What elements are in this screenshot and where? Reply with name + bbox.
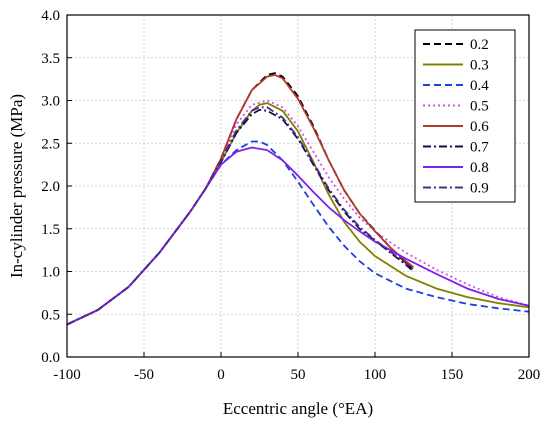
series-line-3 [66, 99, 530, 326]
legend-box [414, 29, 516, 203]
y-tick-label: 4.0 [41, 8, 60, 24]
y-tick-label: 1.5 [41, 222, 60, 238]
legend-label: 0.2 [470, 37, 489, 53]
y-tick-label: 2.5 [41, 136, 60, 152]
x-tick-label: -50 [134, 367, 154, 383]
legend-label: 0.4 [470, 78, 489, 94]
y-tick-label: 3.0 [41, 94, 60, 110]
x-tick-label: 150 [441, 367, 464, 383]
x-axis-title: Eccentric angle (°EA) [223, 399, 373, 418]
legend-label: 0.5 [470, 99, 489, 115]
y-tick-label: 0.5 [41, 307, 60, 323]
legend-label: 0.3 [470, 58, 489, 74]
legend-label: 0.7 [470, 140, 489, 156]
series-line-5 [66, 109, 415, 326]
series-lines [66, 72, 530, 326]
y-axis-title: In-cylinder pressure (MPa) [7, 94, 26, 278]
x-tick-label: 50 [291, 367, 306, 383]
legend-label: 0.6 [470, 119, 489, 135]
series-line-4 [66, 74, 415, 326]
series-line-7 [66, 106, 415, 326]
legend-label: 0.9 [470, 181, 489, 197]
x-tick-label: 100 [364, 367, 387, 383]
x-tick-label: 200 [518, 367, 541, 383]
series-line-6 [66, 146, 530, 326]
legend-label: 0.8 [470, 160, 489, 176]
x-tick-label: 0 [217, 367, 225, 383]
y-tick-label: 3.5 [41, 51, 60, 67]
legend: 0.2 0.3 0.4 0.5 0.6 0.7 0.8 0.9 [414, 29, 516, 203]
y-tick-label: 1.0 [41, 265, 60, 281]
y-tick-label: 2.0 [41, 179, 60, 195]
x-tick-label: -100 [53, 367, 81, 383]
axis-ticks: -100 -50 0 50 100 150 200 0.0 0.5 1.0 1.5 2.0 2.5 3.0… [41, 8, 540, 383]
y-tick-label: 0.0 [41, 350, 60, 366]
